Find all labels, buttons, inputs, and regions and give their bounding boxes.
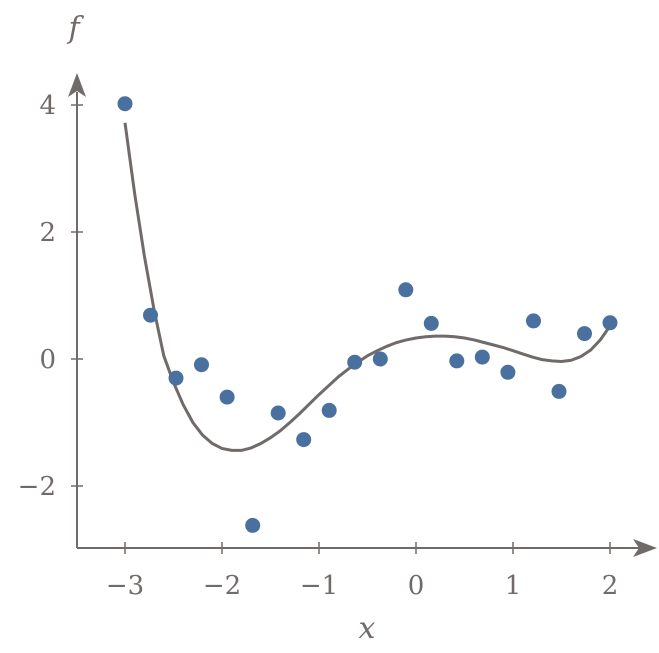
data-point (321, 402, 337, 418)
y-tick-label: 2 (39, 218, 56, 248)
data-point (245, 517, 261, 533)
x-tick-label: −2 (203, 571, 241, 601)
y-tick-label: −2 (18, 472, 56, 502)
x-tick-label: 2 (602, 571, 619, 601)
y-ticks: −2 0 2 4 (18, 91, 83, 502)
x-axis-arrowhead (633, 539, 657, 557)
data-point (194, 357, 209, 373)
data-point (500, 364, 516, 380)
x-tick-label: 0 (408, 571, 425, 601)
data-point (168, 370, 184, 386)
data-point (577, 326, 592, 342)
data-point (143, 307, 158, 323)
data-point (602, 315, 618, 331)
y-axis-arrowhead (68, 73, 86, 97)
y-tick-label: 0 (39, 345, 56, 375)
x-tick-label: −1 (300, 571, 338, 601)
data-point (449, 353, 465, 369)
data-point (117, 96, 133, 112)
data-point (474, 349, 490, 365)
series-layer (117, 96, 618, 533)
data-point (398, 282, 414, 298)
data-point (219, 389, 235, 405)
y-tick-label: 4 (39, 91, 56, 121)
data-point (526, 313, 541, 329)
data-point (270, 405, 286, 421)
data-point (296, 432, 312, 448)
data-point (347, 354, 363, 370)
y-axis-title: f (66, 11, 84, 46)
data-point (372, 351, 388, 367)
data-point (423, 315, 439, 331)
fit-curve (123, 122, 612, 452)
data-point (551, 383, 567, 399)
x-axis-title: x (359, 611, 376, 646)
x-tick-label: 1 (505, 571, 522, 601)
axes (68, 73, 657, 557)
x-ticks: −3 −2 −1 0 1 2 (106, 542, 618, 601)
x-tick-label: −3 (106, 571, 144, 601)
